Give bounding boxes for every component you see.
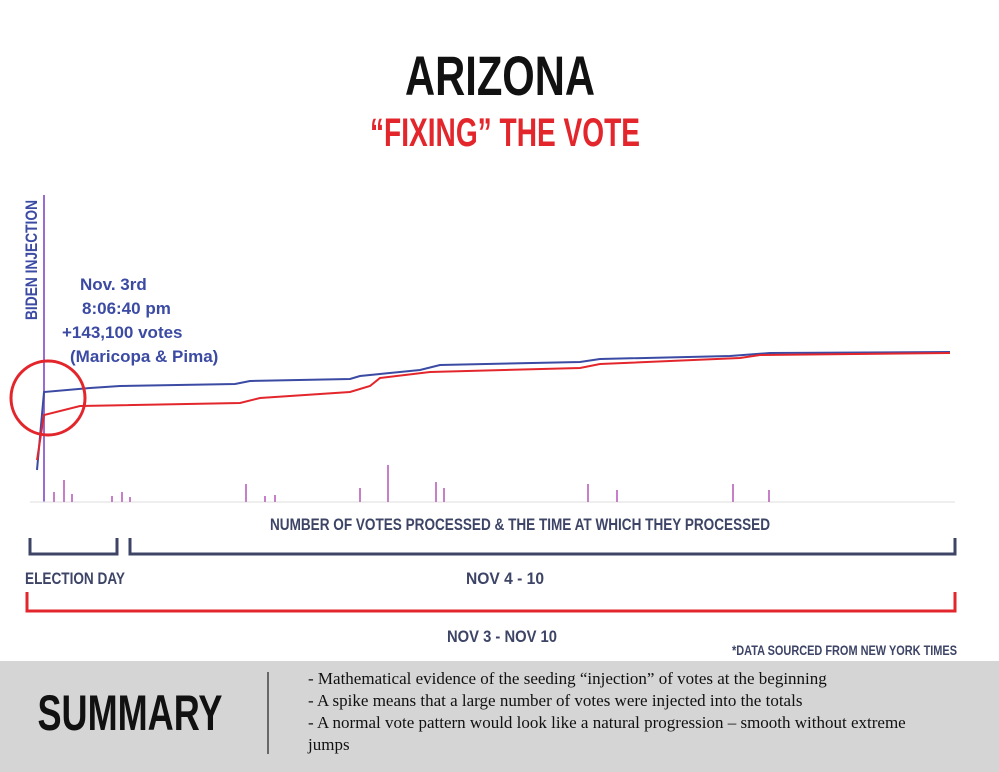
- bracket-label: NOV 4 - 10: [466, 569, 544, 588]
- highlight-circle: [9, 359, 87, 437]
- summary-box: [0, 661, 999, 772]
- bracket-nov-3-10: [25, 592, 957, 613]
- red-line: [36, 352, 951, 461]
- bullet: - A spike means that a large number of v…: [308, 691, 803, 710]
- bracket-label: NOV 3 - NOV 10: [447, 627, 557, 646]
- x-axis-label: NUMBER OF VOTES PROCESSED & THE TIME AT …: [270, 515, 770, 534]
- bullet: - A normal vote pattern would look like …: [308, 713, 906, 754]
- annotation: 8:06:40 pm: [82, 299, 171, 318]
- annotation: +143,100 votes: [62, 323, 183, 342]
- bracket-label: ELECTION DAY: [25, 569, 126, 588]
- bullet: - Mathematical evidence of the seeding “…: [308, 669, 827, 688]
- vertical-label: BIDEN INJECTION: [22, 200, 41, 320]
- bracket-nov-4-10: [128, 538, 957, 556]
- subtitle: “FIXING” THE VOTE: [370, 111, 640, 155]
- spikes: [53, 465, 770, 502]
- source: *DATA SOURCED FROM NEW YORK TIMES: [732, 642, 957, 658]
- summary-bullets: - Mathematical evidence of the seeding “…: [308, 668, 948, 756]
- bracket-election-day: [28, 538, 119, 556]
- title: ARIZONA: [405, 44, 595, 107]
- summary-title: SUMMARY: [38, 685, 223, 741]
- annotation: Nov. 3rd: [80, 275, 147, 294]
- annotation: (Maricopa & Pima): [70, 347, 218, 366]
- blue-line: [36, 351, 951, 471]
